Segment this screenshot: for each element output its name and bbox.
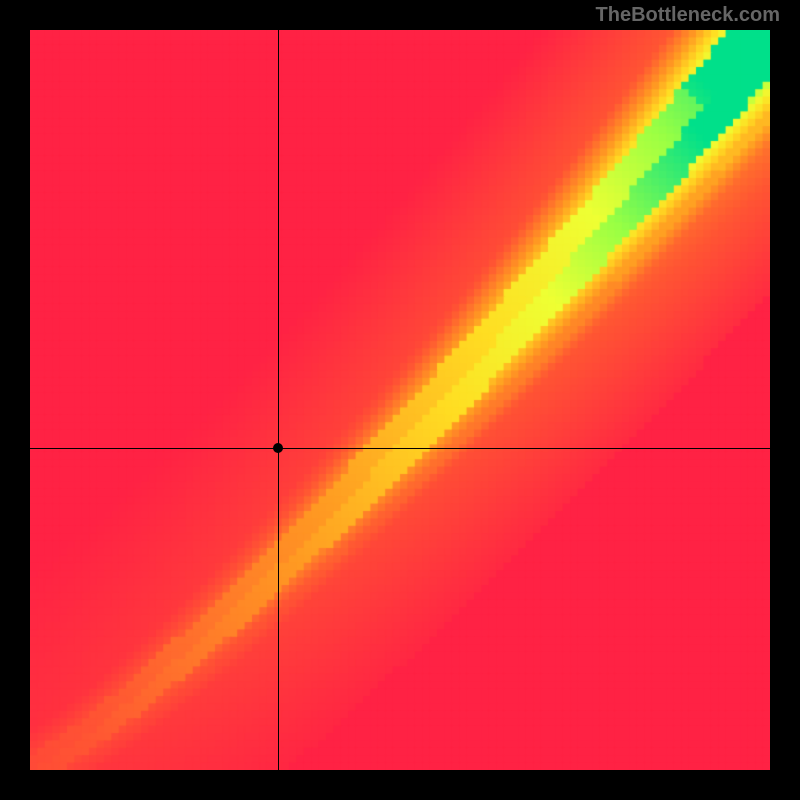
heatmap-canvas — [30, 30, 770, 770]
crosshair-marker — [273, 443, 283, 453]
crosshair-horizontal — [30, 448, 770, 449]
watermark-text: TheBottleneck.com — [596, 4, 780, 27]
bottleneck-heatmap — [30, 30, 770, 770]
crosshair-vertical — [278, 30, 279, 770]
